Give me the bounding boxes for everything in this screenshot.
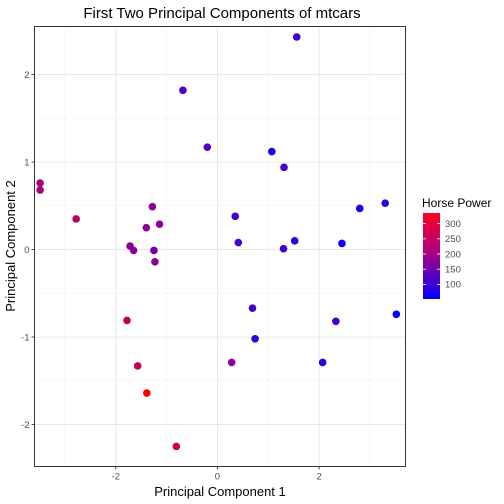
y-axis-title: Principal Component 2 — [3, 180, 18, 312]
x-tick-label: 2 — [316, 472, 321, 483]
data-point — [36, 186, 44, 194]
grid-major — [34, 26, 406, 467]
data-point — [142, 223, 151, 232]
legend-title: Horse Power — [422, 196, 491, 210]
data-point — [172, 442, 181, 451]
data-point — [381, 199, 389, 207]
x-axis: -2 0 2 — [112, 466, 322, 483]
y-tick-label: -1 — [21, 332, 29, 343]
y-tick-label: -2 — [21, 420, 29, 431]
data-point — [248, 304, 257, 312]
legend-tick-label: 300 — [445, 219, 461, 230]
data-point — [318, 358, 327, 367]
data-point — [129, 246, 138, 255]
data-point — [280, 163, 288, 172]
data-point — [338, 239, 346, 248]
data-point — [148, 202, 157, 211]
data-point — [392, 310, 401, 319]
data-point — [292, 33, 301, 41]
plot-panel — [34, 26, 406, 467]
x-axis-title: Principal Component 1 — [154, 484, 286, 499]
y-tick-label: 0 — [24, 245, 29, 256]
data-points — [36, 33, 401, 451]
legend-tick-label: 250 — [445, 234, 461, 245]
data-point — [36, 179, 44, 187]
x-tick-label: 0 — [215, 472, 220, 483]
data-point — [234, 238, 243, 247]
data-point — [72, 215, 80, 223]
data-point — [143, 389, 151, 397]
data-point — [133, 362, 142, 370]
data-point — [290, 237, 299, 245]
data-point — [332, 317, 340, 326]
legend-tick-label: 100 — [445, 280, 461, 291]
data-point — [203, 143, 212, 152]
data-point — [179, 86, 187, 95]
y-tick-label: 1 — [24, 157, 29, 168]
data-point — [279, 244, 288, 253]
data-point — [227, 358, 236, 367]
data-point — [151, 258, 159, 266]
legend-colorbar — [423, 213, 440, 299]
legend-tick-label: 200 — [445, 249, 461, 260]
data-point — [231, 212, 240, 221]
data-point — [251, 334, 259, 343]
legend-ticks: 100 150 200 250 300 — [423, 219, 461, 291]
data-point — [355, 204, 364, 213]
data-point — [150, 246, 158, 255]
grid-minor — [34, 26, 406, 467]
data-point — [155, 220, 164, 228]
data-point — [268, 147, 276, 156]
legend: Horse Power 100 150 200 250 300 — [422, 196, 491, 299]
y-axis: -2 -1 0 1 2 — [21, 70, 35, 431]
chart-title: First Two Principal Components of mtcars — [83, 5, 360, 22]
data-point — [123, 316, 131, 325]
y-tick-label: 2 — [24, 70, 29, 81]
legend-tick-label: 150 — [445, 265, 461, 276]
x-tick-label: -2 — [112, 472, 120, 483]
plot-border — [34, 26, 406, 467]
